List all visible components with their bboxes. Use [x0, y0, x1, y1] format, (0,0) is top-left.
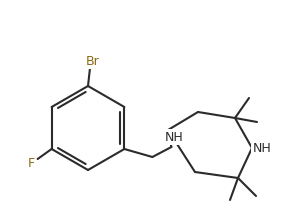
Text: Br: Br [86, 54, 100, 67]
Text: F: F [28, 157, 35, 170]
Text: NH: NH [165, 131, 184, 143]
Text: NH: NH [253, 141, 271, 155]
